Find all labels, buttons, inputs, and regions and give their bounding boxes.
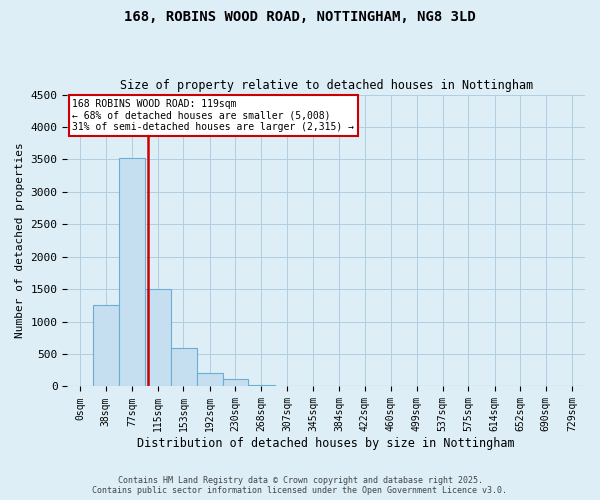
Bar (93, 306, 119, 386)
Bar (223, 380, 248, 386)
Title: Size of property relative to detached houses in Nottingham: Size of property relative to detached ho… (119, 79, 533, 92)
Text: 168, ROBINS WOOD ROAD, NOTTINGHAM, NG8 3LD: 168, ROBINS WOOD ROAD, NOTTINGHAM, NG8 3… (124, 10, 476, 24)
X-axis label: Distribution of detached houses by size in Nottingham: Distribution of detached houses by size … (137, 437, 515, 450)
Bar (197, 374, 223, 386)
Bar (145, 289, 170, 386)
Text: 168 ROBINS WOOD ROAD: 119sqm
← 68% of detached houses are smaller (5,008)
31% of: 168 ROBINS WOOD ROAD: 119sqm ← 68% of de… (73, 99, 355, 132)
Bar (170, 348, 197, 387)
Y-axis label: Number of detached properties: Number of detached properties (15, 142, 25, 338)
Bar (119, 158, 145, 386)
Bar (248, 384, 275, 386)
Text: Contains HM Land Registry data © Crown copyright and database right 2025.
Contai: Contains HM Land Registry data © Crown c… (92, 476, 508, 495)
